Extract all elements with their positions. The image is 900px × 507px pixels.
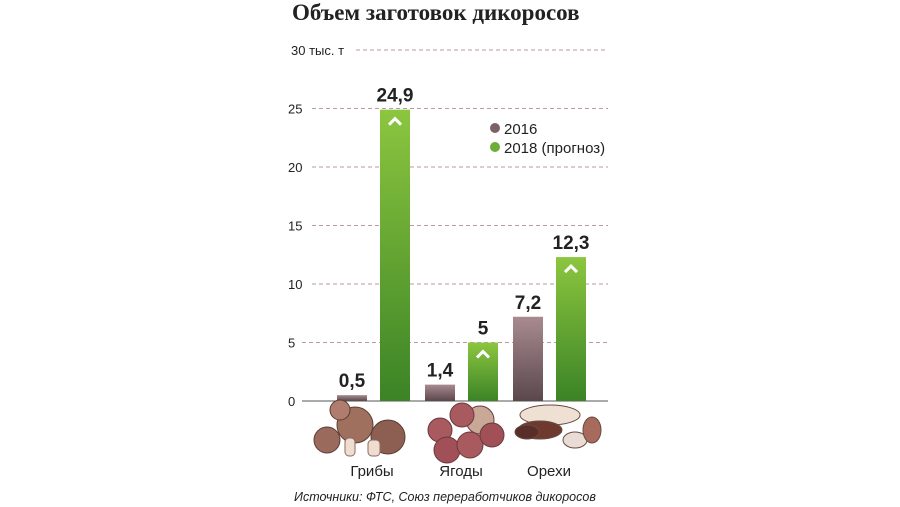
- value-label: 12,3: [553, 233, 590, 254]
- category-label: Ягоды: [439, 463, 483, 480]
- mushroom-icon: [313, 426, 341, 454]
- y-tick-label: 20: [288, 160, 302, 175]
- legend-label-2018: 2018 (прогноз): [504, 140, 605, 157]
- berry-icon: [456, 431, 484, 459]
- nut-icon: [514, 424, 540, 440]
- mushroom-stem-icon: [367, 439, 381, 457]
- y-tick-label: 30 тыс. т: [291, 43, 344, 58]
- bar-2018-Орехи: [556, 257, 586, 401]
- bar-2018-Грибы: [380, 109, 410, 402]
- value-label: 24,9: [377, 86, 414, 107]
- berry-icon: [449, 402, 475, 428]
- nut-icon: [582, 416, 602, 444]
- produce-illustrations: [313, 399, 602, 464]
- source-note: Источники: ФТС, Союз переработчиков дико…: [294, 490, 596, 504]
- legend-marker-2016: [490, 123, 500, 133]
- chevron-up-icon: [563, 263, 579, 274]
- y-tick-label: 0: [288, 394, 295, 409]
- legend: 2016 2018 (прогноз): [490, 121, 605, 157]
- category-label: Грибы: [350, 463, 393, 480]
- bar-2016-Грибы: [337, 395, 367, 401]
- legend-label-2016: 2016: [504, 121, 537, 138]
- berry-icon: [479, 422, 505, 448]
- y-tick-label: 25: [288, 102, 302, 117]
- value-label: 1,4: [427, 361, 454, 382]
- value-label: 5: [478, 319, 489, 340]
- mushroom-icon: [329, 399, 351, 421]
- legend-marker-2018: [490, 142, 500, 152]
- mushroom-stem-icon: [344, 437, 356, 457]
- chevron-up-icon: [387, 116, 403, 126]
- berry-icon: [433, 436, 461, 464]
- value-label: 0,5: [339, 371, 366, 392]
- value-label: 7,2: [515, 293, 541, 314]
- bar-2016-Ягоды: [425, 384, 455, 401]
- y-tick-label: 15: [288, 219, 302, 234]
- y-tick-label: 5: [288, 336, 295, 351]
- chevron-up-icon: [475, 349, 491, 359]
- y-tick-label: 10: [288, 277, 302, 292]
- chart-title: Объем заготовок дикоросов: [292, 0, 580, 25]
- category-label: Орехи: [527, 463, 571, 480]
- bar-2016-Орехи: [513, 316, 543, 401]
